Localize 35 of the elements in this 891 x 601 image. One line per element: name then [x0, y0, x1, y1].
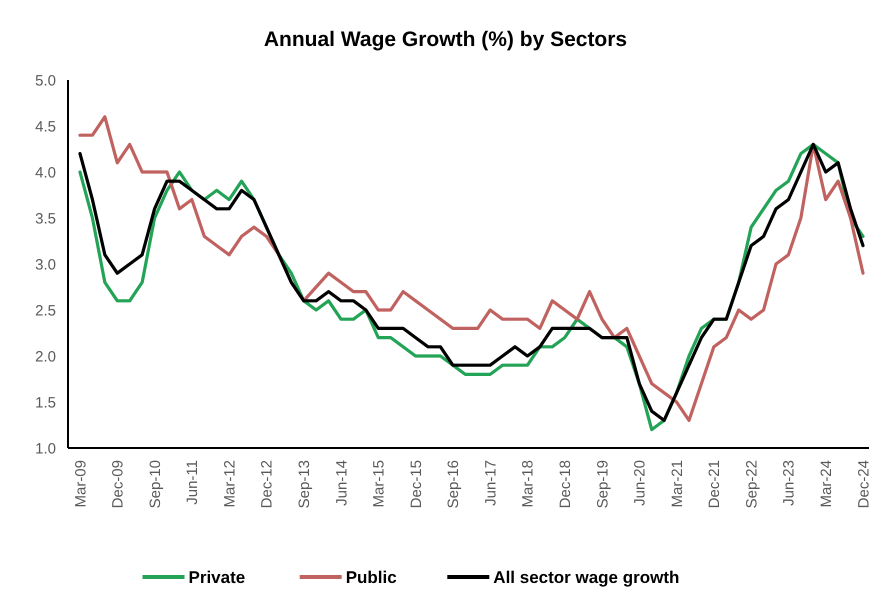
- y-tick-label: 1.0: [35, 440, 56, 458]
- y-tick-label: 3.0: [35, 256, 56, 274]
- x-tick-label: Dec-18: [556, 460, 574, 508]
- x-tick-label: Jun-14: [333, 460, 350, 506]
- y-tick-label: 3.5: [35, 210, 56, 228]
- y-tick-label: 5.0: [35, 72, 56, 90]
- y-tick-label: 4.0: [35, 164, 56, 182]
- x-tick-label: Mar-21: [668, 460, 686, 508]
- x-tick-label: Sep-10: [146, 460, 164, 508]
- x-tick-label: Sep-19: [594, 460, 612, 508]
- x-tick-label: Jun-17: [482, 460, 500, 506]
- y-tick-label: 2.5: [35, 302, 56, 320]
- x-tick-label: Sep-22: [743, 460, 760, 508]
- x-tick-label: Mar-24: [818, 460, 835, 508]
- x-tick-label: Mar-12: [221, 460, 238, 508]
- x-tick-label: Dec-15: [408, 460, 425, 508]
- x-tick-label: Dec-24: [855, 460, 872, 508]
- x-tick-label: Sep-13: [296, 460, 313, 508]
- y-tick-label: 1.5: [35, 394, 56, 412]
- x-tick-label: Jun-20: [632, 460, 649, 506]
- x-tick-label: Mar-18: [520, 460, 537, 508]
- x-tick-label: Mar-09: [72, 460, 90, 508]
- x-tick-label: Jun-11: [184, 460, 202, 505]
- x-tick-label: Dec-21: [706, 460, 724, 508]
- chart-title: Annual Wage Growth (%) by Sectors: [264, 28, 628, 51]
- x-tick-label: Sep-16: [445, 460, 462, 508]
- x-tick-label: Jun-23: [780, 460, 798, 506]
- x-tick-label: Dec-09: [110, 460, 127, 508]
- y-tick-label: 2.0: [35, 348, 56, 366]
- legend-label: All sector wage growth: [493, 568, 680, 587]
- legend-label: Public: [346, 568, 397, 587]
- x-tick-label: Mar-15: [370, 460, 388, 508]
- legend-label: Private: [188, 568, 246, 587]
- x-tick-label: Dec-12: [258, 460, 276, 508]
- y-tick-label: 4.5: [35, 118, 56, 136]
